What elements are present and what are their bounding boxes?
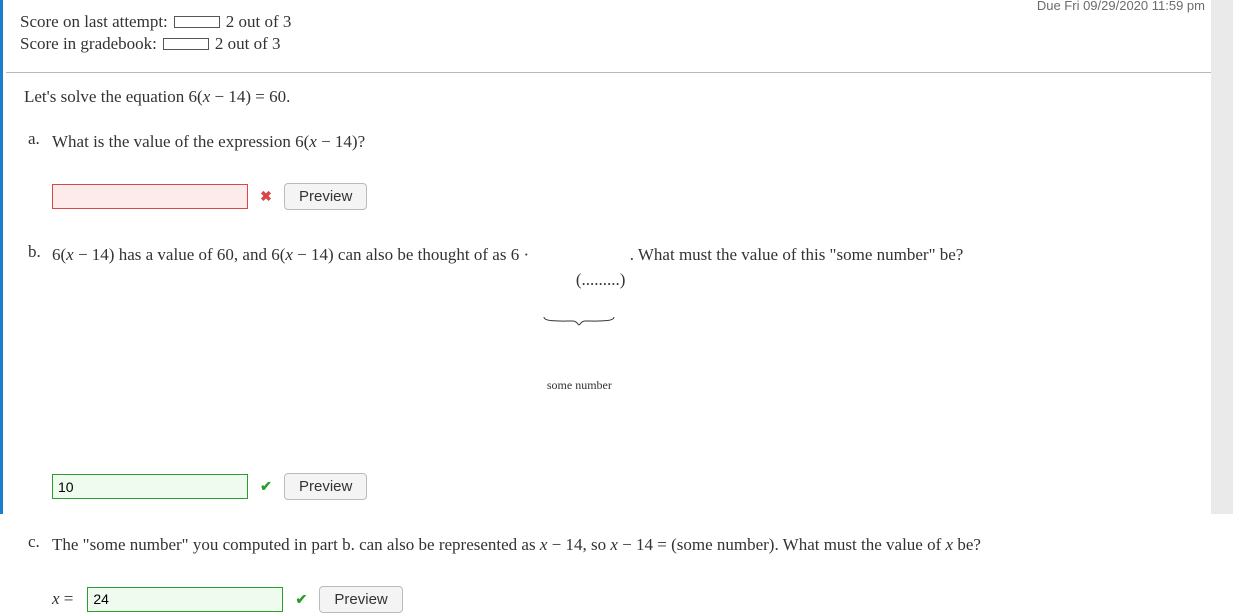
score-gradebook-value: 2 out of 3 xyxy=(215,34,281,54)
some-number-label: some number xyxy=(533,376,625,394)
intro-text-pre: Let's solve the equation 6( xyxy=(24,87,203,106)
part-b-seg1-mid: − 14) has a value of 60, and 6( xyxy=(74,242,286,268)
score-gradebook-row: Score in gradebook: 2 out of 3 xyxy=(20,34,1195,54)
some-number-blank: (.........) xyxy=(576,270,626,289)
part-a: a. What is the value of the expression 6… xyxy=(52,129,1193,210)
part-a-text: What is the value of the expression 6(x … xyxy=(52,129,1193,155)
correct-icon: ✔ xyxy=(258,478,274,495)
part-b-answer-input[interactable] xyxy=(52,474,248,499)
preview-button[interactable]: Preview xyxy=(284,183,367,210)
part-b-seg2: . What must the value of this "some numb… xyxy=(625,242,963,268)
underbrace-icon xyxy=(543,316,615,326)
score-last-attempt-label: Score on last attempt: xyxy=(20,12,168,32)
part-a-text-pre: What is the value of the expression 6( xyxy=(52,132,309,151)
progress-bar-gradebook xyxy=(163,38,209,50)
score-section: Score on last attempt: 2 out of 3 Score … xyxy=(6,0,1211,66)
part-c-seg-pre: The "some number" you computed in part b… xyxy=(52,535,540,554)
incorrect-icon: ✖ xyxy=(258,188,274,205)
part-b-text: 6(x − 14) has a value of 60, and 6(x − 1… xyxy=(52,242,1193,446)
part-c-var-x-1: x xyxy=(540,535,548,554)
part-b-input-row: ✔ Preview xyxy=(52,473,1193,500)
part-a-label: a. xyxy=(28,129,40,149)
left-accent-bar xyxy=(0,0,3,514)
intro-text-post: − 14) = 60. xyxy=(210,87,290,106)
part-c-seg-post: be? xyxy=(953,535,981,554)
part-c-seg-mid2: − 14 = (some number). What must the valu… xyxy=(618,535,946,554)
score-last-attempt-value: 2 out of 3 xyxy=(226,12,292,32)
part-b-seg1-post: − 14) can also be thought of as 6 · xyxy=(293,242,533,268)
part-c-answer-input[interactable] xyxy=(87,587,283,612)
part-c-var-x-2: x xyxy=(610,535,618,554)
part-a-answer-input[interactable] xyxy=(52,184,248,209)
part-a-var-x: x xyxy=(309,132,317,151)
right-scrollbar-gutter xyxy=(1211,0,1233,514)
part-c-text: The "some number" you computed in part b… xyxy=(52,532,1193,558)
some-number-group: (.........) some number xyxy=(533,242,625,446)
part-c-prefix: x = xyxy=(52,589,73,609)
preview-button[interactable]: Preview xyxy=(319,586,402,613)
part-c-input-row: x = ✔ Preview xyxy=(52,586,1193,613)
score-gradebook-label: Score in gradebook: xyxy=(20,34,157,54)
question-intro: Let's solve the equation 6(x − 14) = 60. xyxy=(24,87,1193,107)
due-date: Due Fri 09/29/2020 11:59 pm xyxy=(1037,0,1205,13)
part-a-text-post: − 14)? xyxy=(317,132,365,151)
part-c-prefix-eq: = xyxy=(60,589,74,608)
assignment-content: Score on last attempt: 2 out of 3 Score … xyxy=(6,0,1211,613)
score-last-attempt-row: Score on last attempt: 2 out of 3 xyxy=(20,12,1195,32)
progress-bar-last-attempt xyxy=(174,16,220,28)
part-b-var-x-1: x xyxy=(66,242,74,268)
part-c-label: c. xyxy=(28,532,40,552)
part-b-var-x-2: x xyxy=(285,242,293,268)
part-b-seg1-pre: 6( xyxy=(52,242,66,268)
part-c-prefix-var: x xyxy=(52,589,60,608)
part-a-input-row: ✖ Preview xyxy=(52,183,1193,210)
part-b-label: b. xyxy=(28,242,41,262)
part-c-seg-mid1: − 14, so xyxy=(547,535,610,554)
question-section: Let's solve the equation 6(x − 14) = 60.… xyxy=(6,73,1211,613)
part-c: c. The "some number" you computed in par… xyxy=(52,532,1193,613)
preview-button[interactable]: Preview xyxy=(284,473,367,500)
part-b: b. 6(x − 14) has a value of 60, and 6(x … xyxy=(52,242,1193,501)
part-c-var-x-3: x xyxy=(946,535,954,554)
correct-icon: ✔ xyxy=(293,591,309,608)
